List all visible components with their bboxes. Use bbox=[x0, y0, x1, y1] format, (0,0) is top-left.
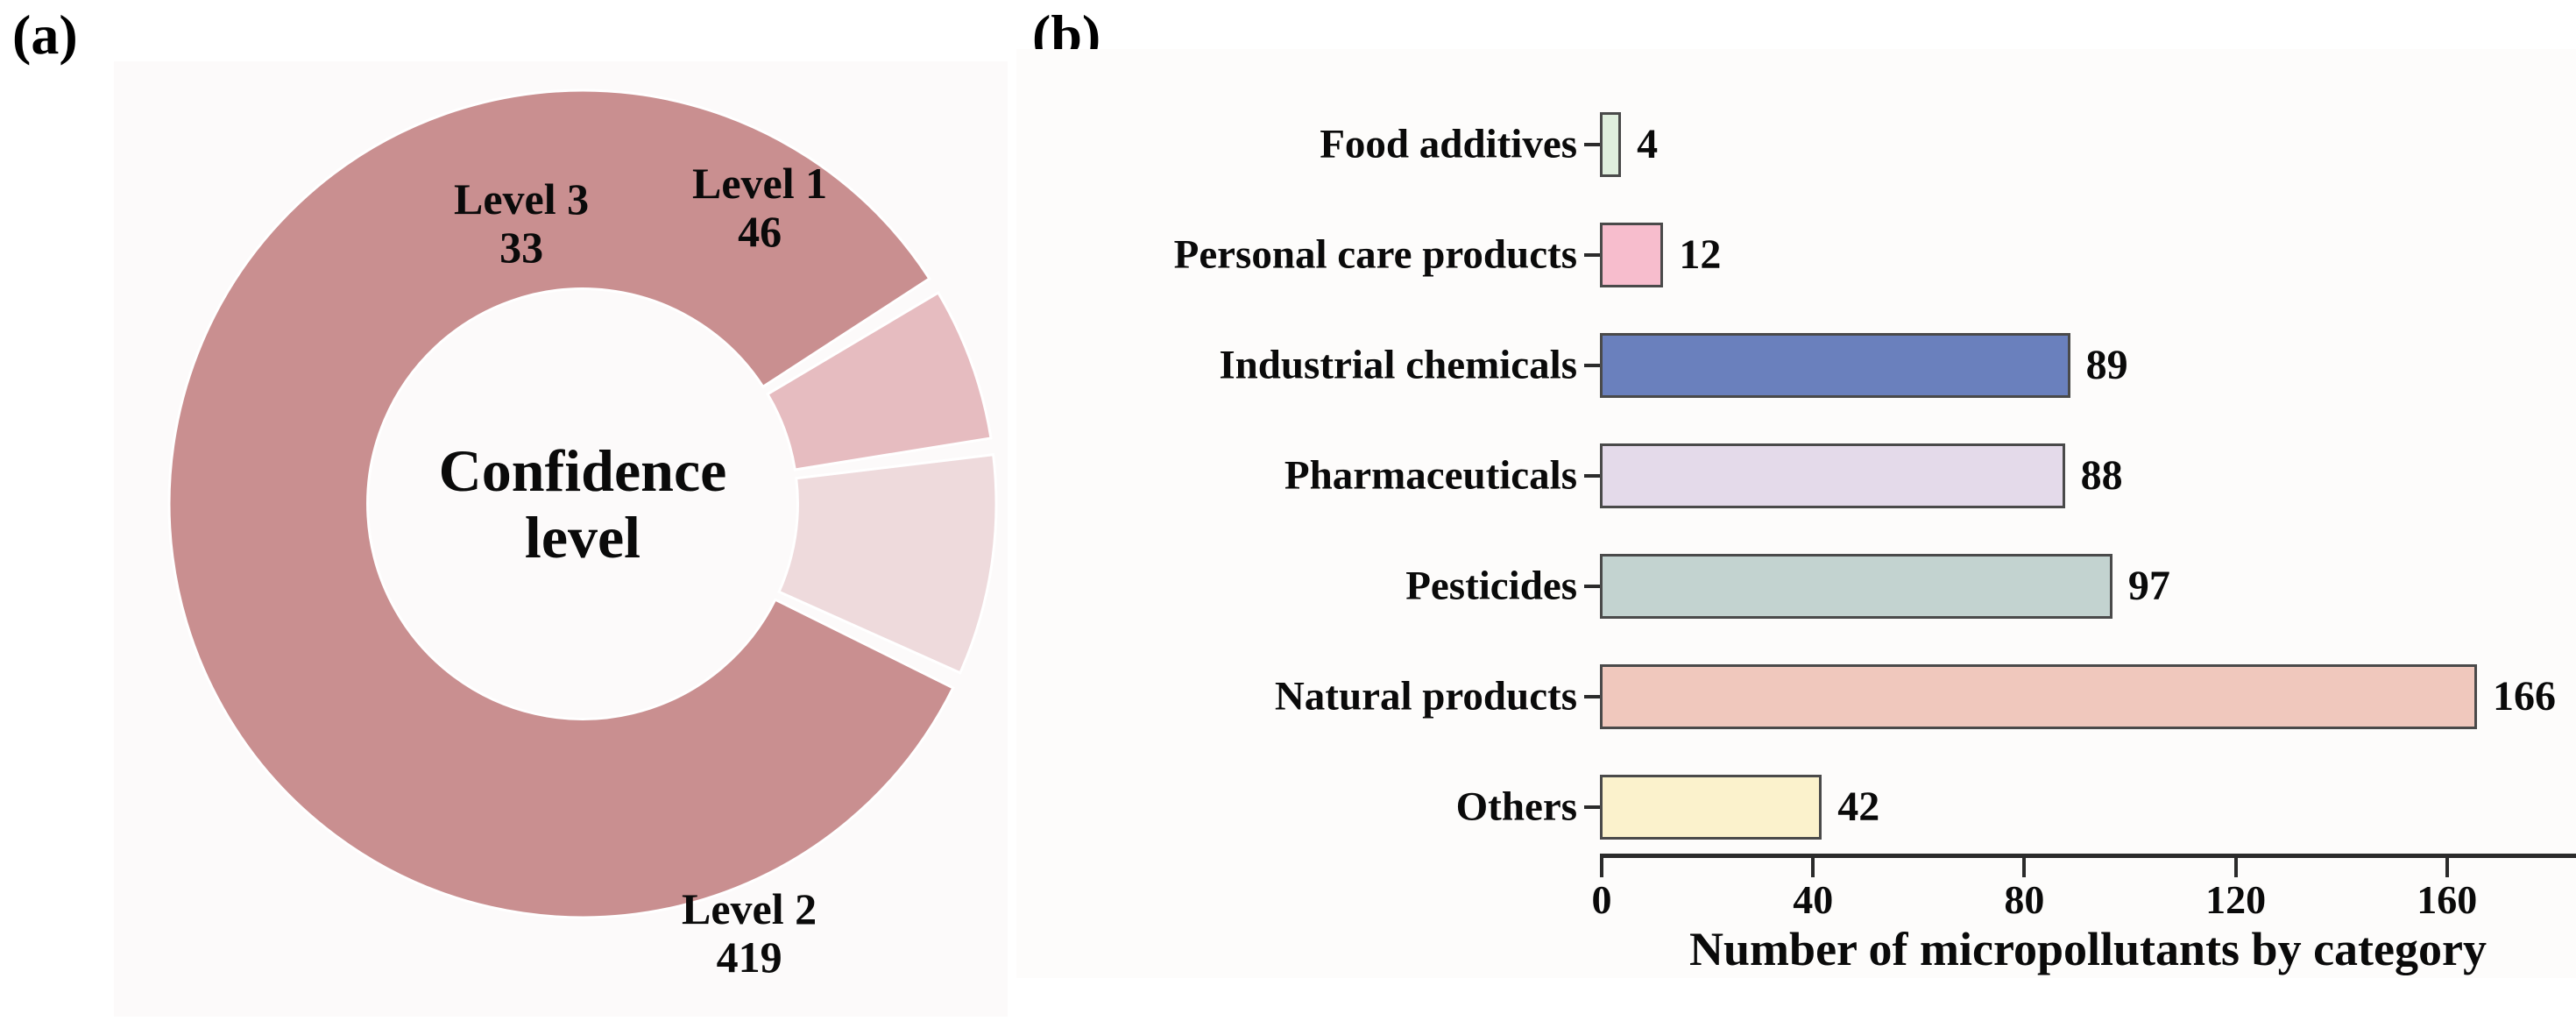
x-axis-tick bbox=[2022, 858, 2027, 877]
bar-row: Pesticides 97 bbox=[1405, 531, 2170, 642]
category-label: Others bbox=[1455, 783, 1577, 830]
x-axis-tick-label: 40 bbox=[1793, 877, 1834, 922]
category-tick-mark bbox=[1584, 585, 1600, 588]
category-label: Pharmaceuticals bbox=[1284, 452, 1577, 499]
donut-slice-label-level-1-value: 46 bbox=[738, 207, 782, 256]
donut-slice-level-2 bbox=[167, 89, 955, 919]
panel-b-bar-chart: (b) Food additives 4 Personal care product… bbox=[1016, 0, 2576, 1021]
donut-slice-label-level-2: Level 2 419 bbox=[682, 885, 817, 982]
donut-slice-label-level-3: Level 3 33 bbox=[454, 175, 589, 272]
bar-value-label: 88 bbox=[2080, 452, 2123, 499]
panel-a-donut-chart: (a) Confidence level Level 1 46 Level 3 … bbox=[0, 0, 1016, 1021]
bar bbox=[1600, 664, 2477, 729]
category-label: Pesticides bbox=[1405, 563, 1577, 609]
donut-slice-level-1 bbox=[777, 453, 998, 675]
donut-svg bbox=[167, 89, 998, 919]
x-axis-tick-label: 120 bbox=[2205, 877, 2267, 922]
donut-slice-label-level-3-name: Level 3 bbox=[454, 174, 590, 223]
donut-slice-label-level-2-name: Level 2 bbox=[682, 884, 817, 933]
x-axis-tick-label: 0 bbox=[1591, 877, 1612, 922]
donut-slice-level-3 bbox=[765, 290, 993, 472]
bar bbox=[1600, 443, 2065, 508]
bar-row: Others 42 bbox=[1456, 752, 1880, 862]
bar-value-label: 89 bbox=[2085, 342, 2128, 388]
bar-value-label: 4 bbox=[1637, 121, 1659, 167]
category-tick-mark bbox=[1584, 364, 1600, 367]
donut-slice-label-level-1: Level 1 46 bbox=[692, 160, 827, 256]
bar-row: Industrial chemicals 89 bbox=[1219, 310, 2128, 421]
bar bbox=[1600, 333, 2070, 398]
category-tick-mark bbox=[1584, 695, 1600, 698]
bar bbox=[1600, 554, 2112, 619]
bar bbox=[1600, 223, 1664, 287]
x-axis-tick bbox=[2445, 858, 2449, 877]
donut-chart-canvas: Confidence level Level 1 46 Level 3 33 L… bbox=[114, 61, 1008, 1017]
bar-value-label: 12 bbox=[1679, 231, 1722, 278]
donut-slice-label-level-3-value: 33 bbox=[499, 223, 544, 272]
bar-row: Food additives 4 bbox=[1320, 89, 1659, 200]
category-tick-mark bbox=[1584, 253, 1600, 257]
x-axis-tick-label: 80 bbox=[2004, 877, 2045, 922]
bar-row: Personal care products 12 bbox=[1174, 200, 1722, 310]
category-label: Personal care products bbox=[1173, 231, 1577, 278]
category-label: Food additives bbox=[1320, 121, 1577, 167]
bar-chart-canvas: Food additives 4 Personal care products 12 I… bbox=[1016, 49, 2576, 978]
category-label: Industrial chemicals bbox=[1219, 342, 1577, 388]
category-tick-mark bbox=[1584, 805, 1600, 809]
x-axis-tick-label: 160 bbox=[2417, 877, 2478, 922]
donut-slice-label-level-1-name: Level 1 bbox=[692, 159, 828, 208]
panel-a-label: (a) bbox=[12, 4, 78, 66]
bar bbox=[1600, 112, 1622, 177]
x-axis-tick bbox=[1811, 858, 1815, 877]
x-axis-tick bbox=[2233, 858, 2238, 877]
bar-plot-area: Food additives 4 Personal care products 12 I… bbox=[1174, 82, 2556, 854]
x-axis-line bbox=[1600, 854, 2576, 858]
x-axis-tick bbox=[1600, 858, 1603, 877]
category-tick-mark bbox=[1584, 143, 1600, 146]
bar-row: Pharmaceuticals 88 bbox=[1284, 421, 2123, 531]
bar-value-label: 166 bbox=[2492, 673, 2556, 720]
bar-value-label: 42 bbox=[1837, 783, 1880, 830]
bar-value-label: 97 bbox=[2127, 563, 2170, 609]
bar bbox=[1600, 775, 1822, 840]
x-axis-title: Number of micropollutants by category bbox=[1689, 923, 2487, 975]
bar-row: Natural products 166 bbox=[1275, 642, 2556, 752]
category-label: Natural products bbox=[1274, 673, 1577, 720]
donut-slice-label-level-2-value: 419 bbox=[716, 932, 782, 982]
category-tick-mark bbox=[1584, 474, 1600, 478]
